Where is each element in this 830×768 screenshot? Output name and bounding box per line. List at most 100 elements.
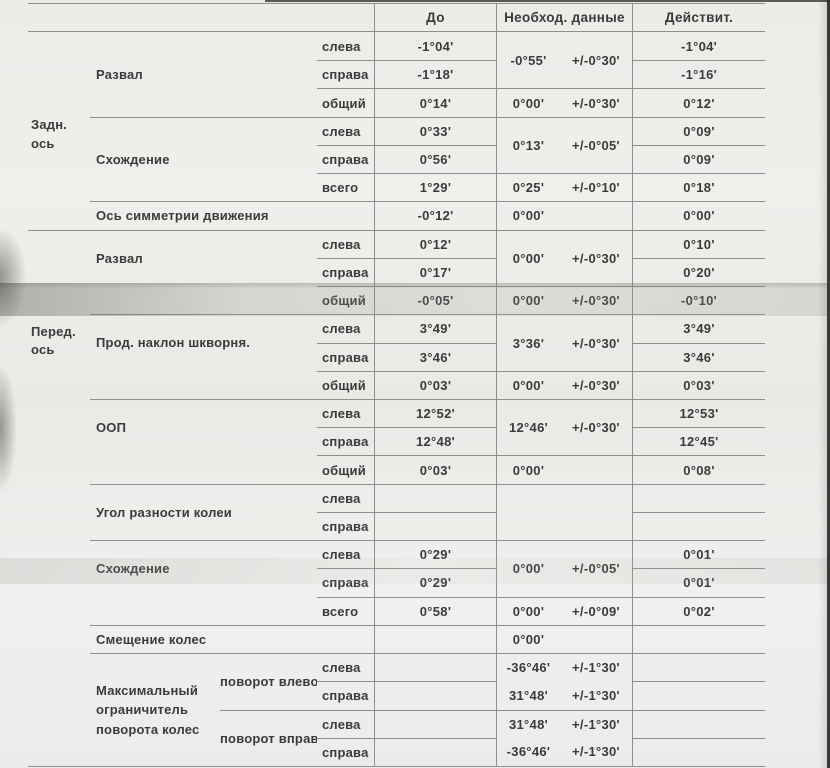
parameter-label-front-toe: Схождение	[90, 540, 317, 596]
side-label: слева	[317, 540, 375, 569]
value-actual: 0°01'	[633, 568, 765, 596]
header-empty-cell	[28, 4, 375, 32]
value-need-tolerance: +/-0°30'	[572, 250, 620, 266]
value-actual: 0°08'	[633, 455, 765, 483]
value-need-cell: 0°00' +/-0°30'	[497, 88, 633, 117]
value-actual: 0°20'	[633, 257, 765, 286]
value-need: 0°00'	[512, 561, 545, 577]
value-actual: 0°02'	[633, 596, 765, 625]
value-actual	[633, 511, 765, 540]
parameter-label-max-turn: Максимальный ограничитель поворота колес	[90, 653, 220, 766]
axis-label-rear: Задн. ось	[31, 117, 68, 151]
value-do: -1°04'	[375, 32, 497, 61]
parameter-label-oop: ООП	[90, 399, 317, 455]
value-need-tolerance: +/-1°30'	[572, 687, 620, 703]
value-actual: -0°10'	[633, 286, 765, 314]
value-need-merged	[497, 483, 633, 541]
value-do	[375, 483, 497, 512]
side-label: слева	[317, 653, 375, 682]
value-do: 0°12'	[375, 229, 497, 258]
parameter-label-caster: Прод. наклон шкворня.	[90, 314, 317, 370]
value-need-merged: 0°00' +/-0°30'	[497, 229, 633, 287]
side-label: справа	[317, 60, 375, 89]
value-need-tolerance: +/-0°05'	[572, 137, 620, 153]
value-actual: 0°03'	[633, 370, 765, 399]
column-header-do: До	[375, 4, 497, 32]
value-need-tolerance: +/-0°05'	[572, 561, 620, 577]
value-need-merged: 12°46' +/-0°30'	[497, 399, 633, 456]
side-label: общий	[317, 455, 375, 484]
turn-direction-label-left: поворот влево	[220, 653, 317, 709]
value-need-cell: 0°00'	[497, 624, 633, 654]
value-need-tolerance: +/-0°09'	[572, 603, 620, 619]
value-actual: 12°53'	[633, 399, 765, 427]
side-label: справа	[317, 427, 375, 456]
value-do	[375, 624, 497, 654]
value-need: 0°00'	[512, 603, 545, 619]
value-need-tolerance: +/-0°10'	[572, 180, 620, 196]
value-need-tolerance: +/-0°30'	[572, 335, 620, 351]
value-need: -36°46'	[506, 660, 551, 676]
value-do: 0°58'	[375, 596, 497, 625]
value-need: 0°00'	[512, 377, 545, 393]
parameter-label-rear-camber: Развал	[96, 66, 143, 82]
value-need-tolerance: +/-1°30'	[572, 716, 620, 732]
side-label: справа	[317, 257, 375, 287]
value-need-cell: 0°00' +/-0°09'	[497, 596, 633, 625]
value-do: 0°29'	[375, 568, 497, 597]
axis-label-front: Перед. ось	[28, 229, 90, 766]
value-need: 12°46'	[508, 420, 548, 436]
side-label: справа	[317, 681, 375, 710]
value-actual: 0°09'	[633, 144, 765, 173]
value-need-merged: 0°13' +/-0°05'	[497, 116, 633, 174]
value-need-cell: -36°46' +/-1°30'	[497, 653, 633, 682]
side-label: слева	[317, 32, 375, 61]
value-actual: 12°45'	[633, 427, 765, 455]
value-need-merged: 3°36' +/-0°30'	[497, 314, 633, 371]
value-need-tolerance: +/-1°30'	[572, 660, 620, 676]
side-label: справа	[317, 144, 375, 174]
value-actual: 0°18'	[633, 173, 765, 201]
value-need-tolerance: +/-0°30'	[572, 377, 620, 393]
side-label: всего	[317, 596, 375, 625]
value-need-tolerance: +/-1°30'	[572, 744, 620, 760]
value-actual: 0°00'	[633, 201, 765, 229]
column-header-act: Действит.	[633, 4, 765, 32]
value-need: 3°36'	[512, 335, 545, 351]
side-label: общий	[317, 370, 375, 399]
value-need-cell: 0°25' +/-0°10'	[497, 173, 633, 202]
side-label: слева	[317, 399, 375, 428]
value-need: 0°00'	[512, 95, 545, 111]
value-need-cell: 0°00' +/-0°30'	[497, 370, 633, 399]
value-do	[375, 709, 497, 738]
value-actual: 3°49'	[633, 314, 765, 342]
value-actual: -1°16'	[633, 60, 765, 88]
side-label: общий	[317, 88, 375, 117]
value-need: -0°55'	[510, 52, 547, 68]
value-actual: 0°09'	[633, 116, 765, 145]
value-do	[375, 737, 497, 766]
parameter-label-wheel-offset: Смещение колес	[90, 624, 375, 654]
side-label: слева	[317, 116, 375, 145]
scan-edge-shadow	[818, 0, 827, 768]
side-label: справа	[317, 511, 375, 541]
value-need: 0°00'	[512, 462, 545, 478]
value-need: 31°48'	[508, 716, 548, 732]
value-need: 0°00'	[512, 250, 545, 266]
value-actual	[633, 737, 765, 766]
side-label: слева	[317, 483, 375, 512]
value-need-merged: 0°00' +/-0°05'	[497, 540, 633, 597]
turn-direction-label-right: поворот вправ	[220, 709, 317, 766]
value-do: 3°46'	[375, 342, 497, 371]
value-do: 12°52'	[375, 399, 497, 428]
value-need: 0°00'	[512, 631, 545, 647]
value-do: 0°56'	[375, 144, 497, 174]
value-do: 12°48'	[375, 427, 497, 456]
value-do: 0°03'	[375, 370, 497, 399]
value-need-cell: -36°46' +/-1°30'	[497, 737, 633, 766]
alignment-table: До Необход. данные Действит. Задн. ось П…	[28, 3, 765, 767]
side-label: всего	[317, 173, 375, 202]
value-do: 0°17'	[375, 257, 497, 287]
value-need-tolerance: +/-0°30'	[572, 52, 620, 68]
